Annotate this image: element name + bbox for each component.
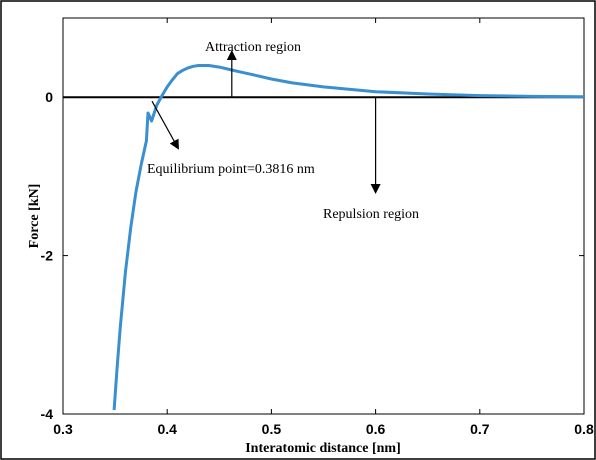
attraction-region-label: Attraction region (205, 40, 301, 55)
repulsion-region-label: Repulsion region (323, 207, 419, 222)
x-tick-label: 0.3 (53, 421, 73, 437)
x-tick-label: 0.7 (470, 421, 490, 437)
plot-frame (62, 17, 585, 415)
y-axis-label: Force [kN] (27, 184, 42, 249)
x-tick-label: 0.8 (574, 421, 594, 437)
x-axis-label: Interatomic distance [nm] (245, 441, 401, 456)
y-tick-label: -4 (41, 406, 54, 422)
force-curve-line (112, 64, 585, 411)
x-tick-label: 0.4 (157, 421, 177, 437)
equilibrium-arrow (151, 100, 179, 150)
y-tick-label: 0 (45, 89, 53, 105)
x-tick-label: 0.5 (262, 421, 282, 437)
y-tick-label: -2 (41, 248, 54, 264)
x-tick-label: 0.6 (366, 421, 386, 437)
equilibrium-point-label: Equilibrium point=0.3816 nm (147, 162, 315, 177)
